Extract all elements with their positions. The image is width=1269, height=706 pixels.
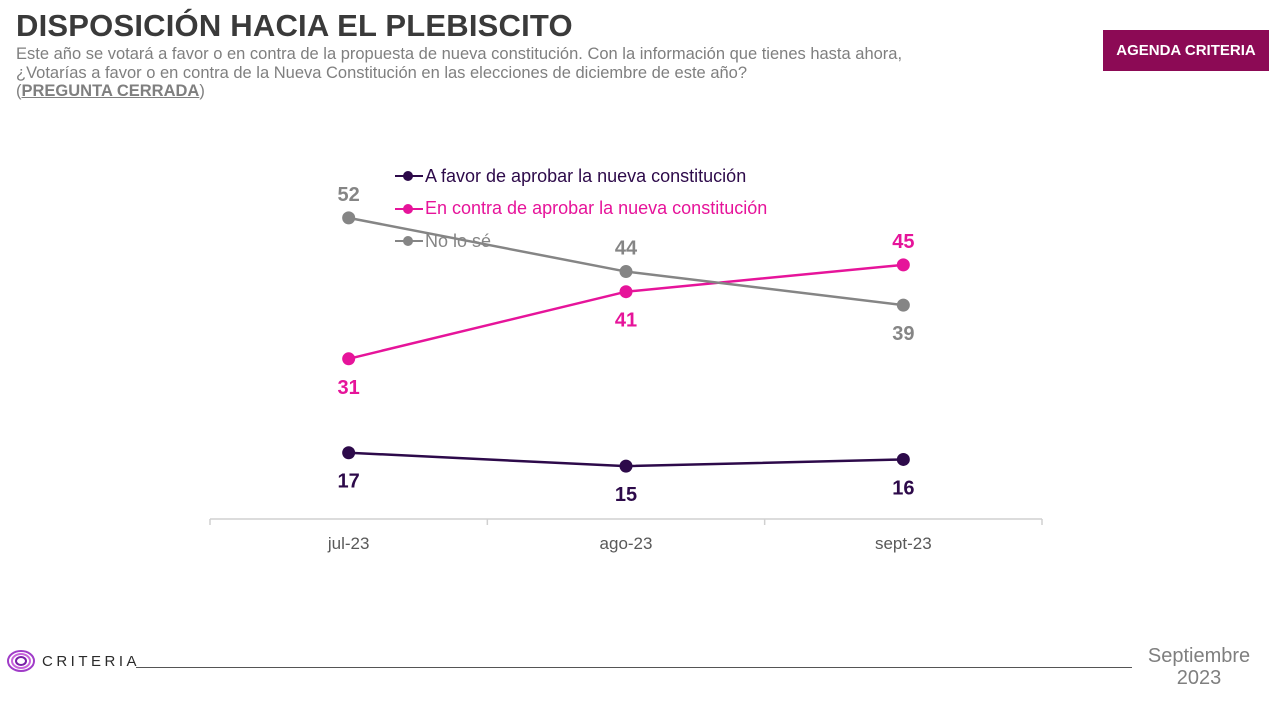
data-label: 41 (615, 310, 637, 332)
data-point (896, 298, 910, 312)
criteria-logo-icon (7, 650, 35, 672)
legend-item-favor: A favor de aprobar la nueva constitución (395, 160, 767, 193)
data-label: 31 (338, 377, 360, 399)
data-point (619, 285, 633, 299)
data-point (896, 452, 910, 466)
question-text: Este año se votará a favor o en contra d… (16, 45, 1096, 101)
question-line-1: Este año se votará a favor o en contra d… (16, 45, 903, 63)
x-tick-label: sept-23 (875, 534, 932, 553)
legend-marker-nose (395, 234, 423, 248)
data-label: 52 (338, 184, 360, 206)
data-point (342, 352, 356, 366)
legend-label-favor: A favor de aprobar la nueva constitución (425, 165, 747, 186)
x-tick-label: jul-23 (327, 534, 370, 553)
data-label: 15 (615, 484, 637, 506)
report-date-year: 2023 (1176, 667, 1222, 689)
data-label: 39 (892, 323, 914, 345)
report-date: Septiembre 2023 (1134, 645, 1264, 689)
criteria-brand-text: CRITERIA (42, 652, 141, 670)
data-label: 45 (892, 231, 914, 253)
data-label: 17 (338, 471, 360, 493)
agenda-criteria-badge: AGENDA CRITERIA (1103, 30, 1269, 71)
data-point (342, 446, 356, 460)
data-label: 44 (615, 238, 638, 260)
criteria-logo: CRITERIA (6, 649, 140, 673)
page-title: DISPOSICIÓN HACIA EL PLEBISCITO (16, 8, 573, 43)
x-tick-label: ago-23 (600, 534, 653, 553)
legend-label-contra: En contra de aprobar la nueva constituci… (425, 198, 768, 219)
question-type-label: PREGUNTA CERRADA (21, 82, 200, 100)
legend-marker-contra (395, 202, 423, 216)
data-point (342, 211, 356, 225)
data-point (896, 258, 910, 272)
data-label: 16 (892, 477, 914, 499)
footer-divider (136, 667, 1132, 668)
legend-marker-favor (395, 169, 423, 183)
report-date-month: Septiembre (1147, 645, 1251, 667)
question-line-2: ¿Votarías a favor o en contra de la Nuev… (16, 63, 748, 82)
chart-legend: A favor de aprobar la nueva constitución… (395, 160, 767, 258)
question-type: (PREGUNTA CERRADA) (16, 82, 205, 100)
legend-item-contra: En contra de aprobar la nueva constituci… (395, 193, 767, 226)
data-point (619, 265, 633, 279)
data-point (619, 459, 633, 473)
